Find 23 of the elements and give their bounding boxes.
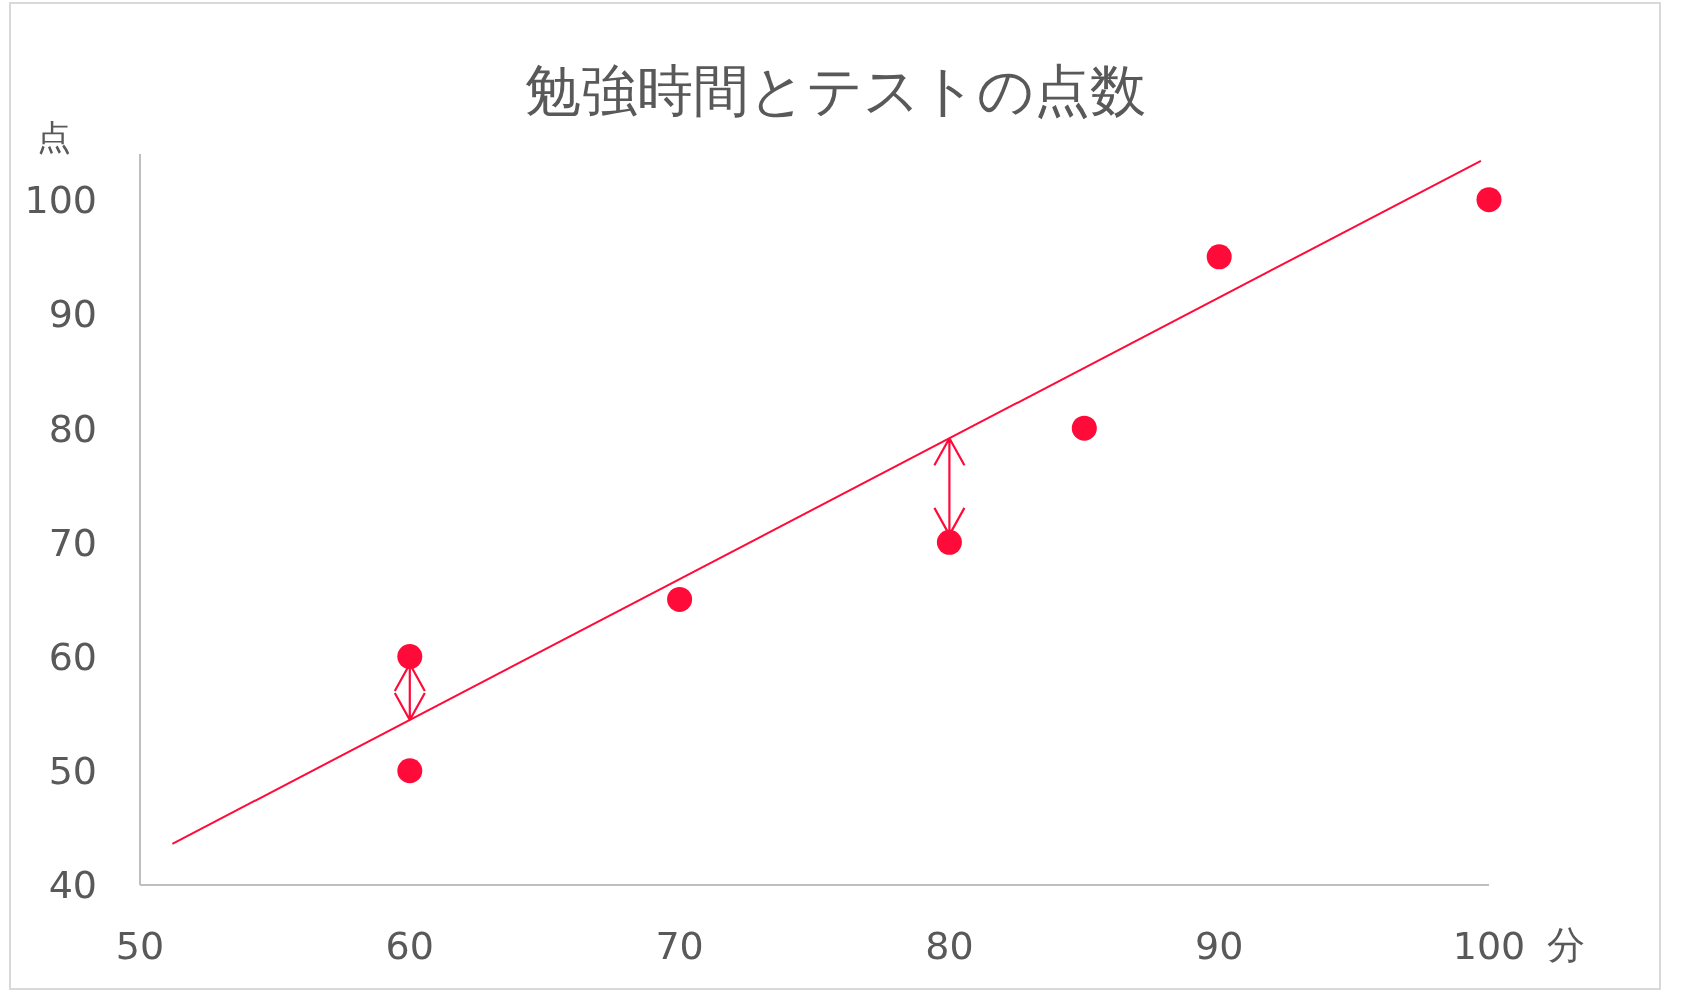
y-tick-label: 90	[48, 292, 97, 337]
point	[397, 644, 423, 670]
x-tick-label: 80	[925, 923, 974, 968]
point	[667, 586, 693, 612]
x-tick-label: 60	[385, 923, 434, 968]
x-axis-title: 分	[1547, 923, 1585, 967]
point	[936, 529, 962, 555]
point	[1071, 415, 1097, 441]
chart-title: 勉強時間とテストの点数	[524, 58, 1146, 123]
y-tick-label: 70	[48, 520, 97, 565]
y-tick-label: 40	[48, 863, 97, 908]
y-tick-label: 50	[48, 749, 97, 794]
x-tick-label: 90	[1195, 923, 1244, 968]
point	[1476, 187, 1502, 213]
y-tick-label: 60	[48, 635, 97, 680]
point	[1206, 244, 1232, 270]
point	[397, 758, 423, 784]
x-tick-label: 70	[655, 923, 704, 968]
y-axis-title: 点	[37, 117, 71, 157]
y-tick-label: 100	[24, 178, 97, 223]
x-tick-label: 50	[115, 923, 165, 968]
y-tick-label: 80	[48, 406, 97, 451]
x-tick-label: 100	[1452, 923, 1526, 968]
